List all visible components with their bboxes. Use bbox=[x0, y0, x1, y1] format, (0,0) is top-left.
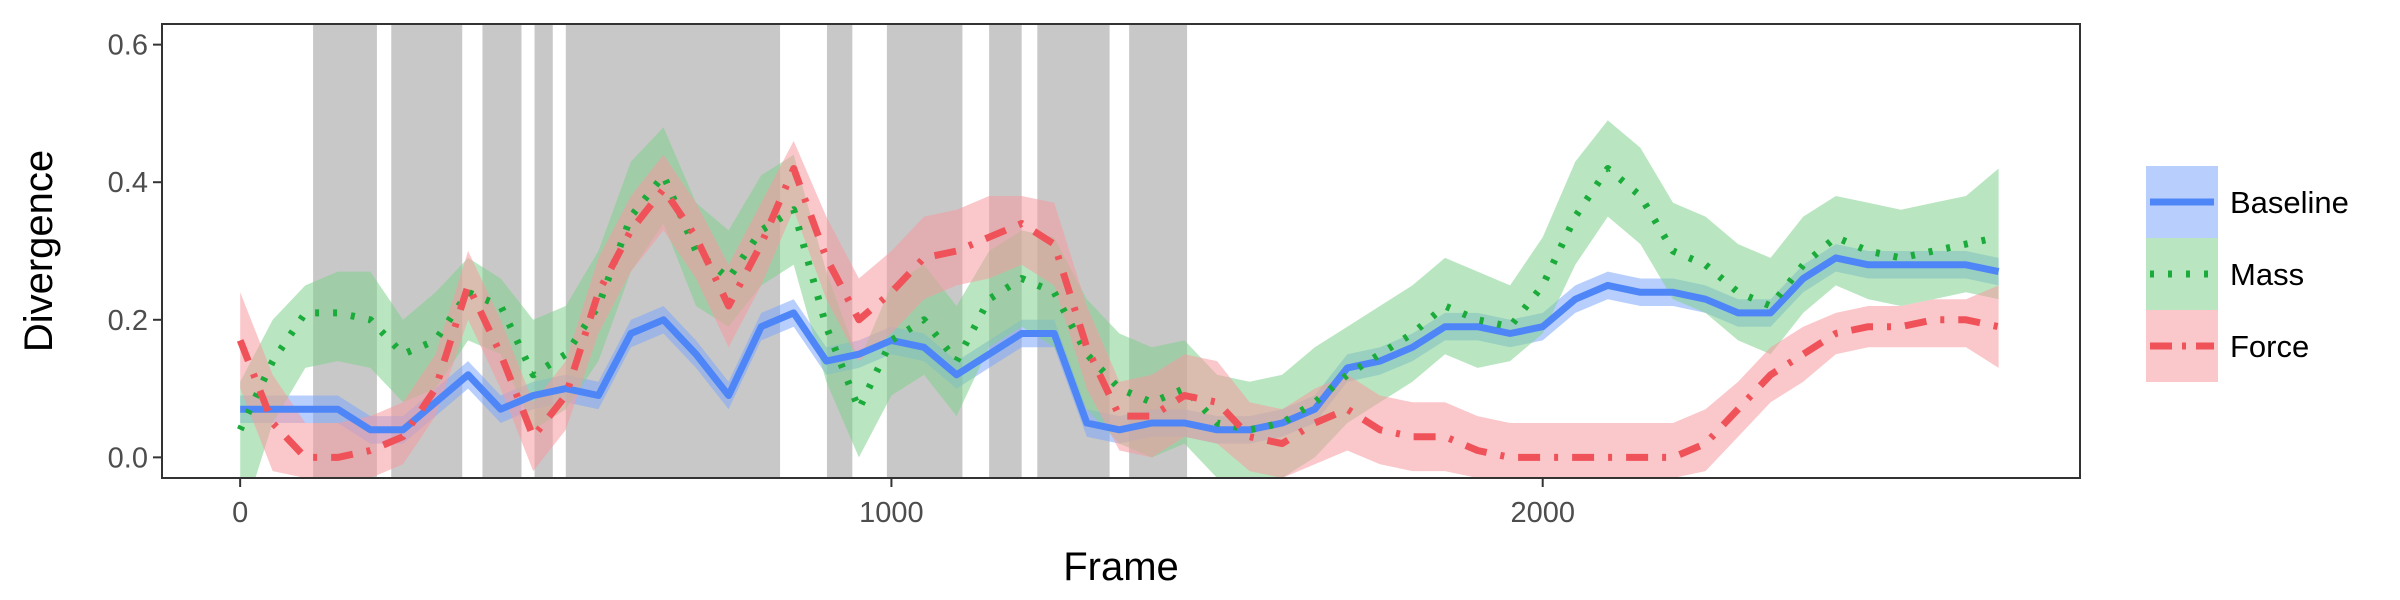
y-axis-title: Divergence bbox=[17, 150, 61, 352]
legend-key-force bbox=[2146, 310, 2218, 382]
y-tick-label: 0.4 bbox=[108, 167, 148, 199]
legend-key-baseline bbox=[2146, 166, 2218, 238]
y-tick-label: 0.6 bbox=[108, 30, 148, 62]
x-tick-label: 0 bbox=[232, 497, 248, 529]
x-axis-title: Frame bbox=[1063, 545, 1179, 589]
legend-label-baseline: Baseline bbox=[2230, 185, 2349, 220]
legend: Baseline Mass Force bbox=[2146, 166, 2349, 382]
x-axis: 0 1000 2000 bbox=[232, 478, 1575, 529]
y-tick-label: 0.0 bbox=[108, 442, 148, 474]
series-lines bbox=[236, 165, 2000, 461]
x-tick-label: 1000 bbox=[859, 497, 924, 529]
y-axis: 0.0 0.2 0.4 0.6 bbox=[108, 30, 162, 474]
legend-label-mass: Mass bbox=[2230, 257, 2304, 292]
plot-panel-border bbox=[161, 23, 2081, 479]
mass-series-line bbox=[237, 165, 2000, 434]
baseline-series-line bbox=[240, 254, 2000, 434]
legend-label-force: Force bbox=[2230, 329, 2309, 364]
y-tick-label: 0.2 bbox=[108, 305, 148, 337]
force-confidence-band bbox=[240, 140, 1999, 478]
x-tick-label: 2000 bbox=[1510, 497, 1575, 529]
legend-key-mass bbox=[2146, 238, 2218, 310]
